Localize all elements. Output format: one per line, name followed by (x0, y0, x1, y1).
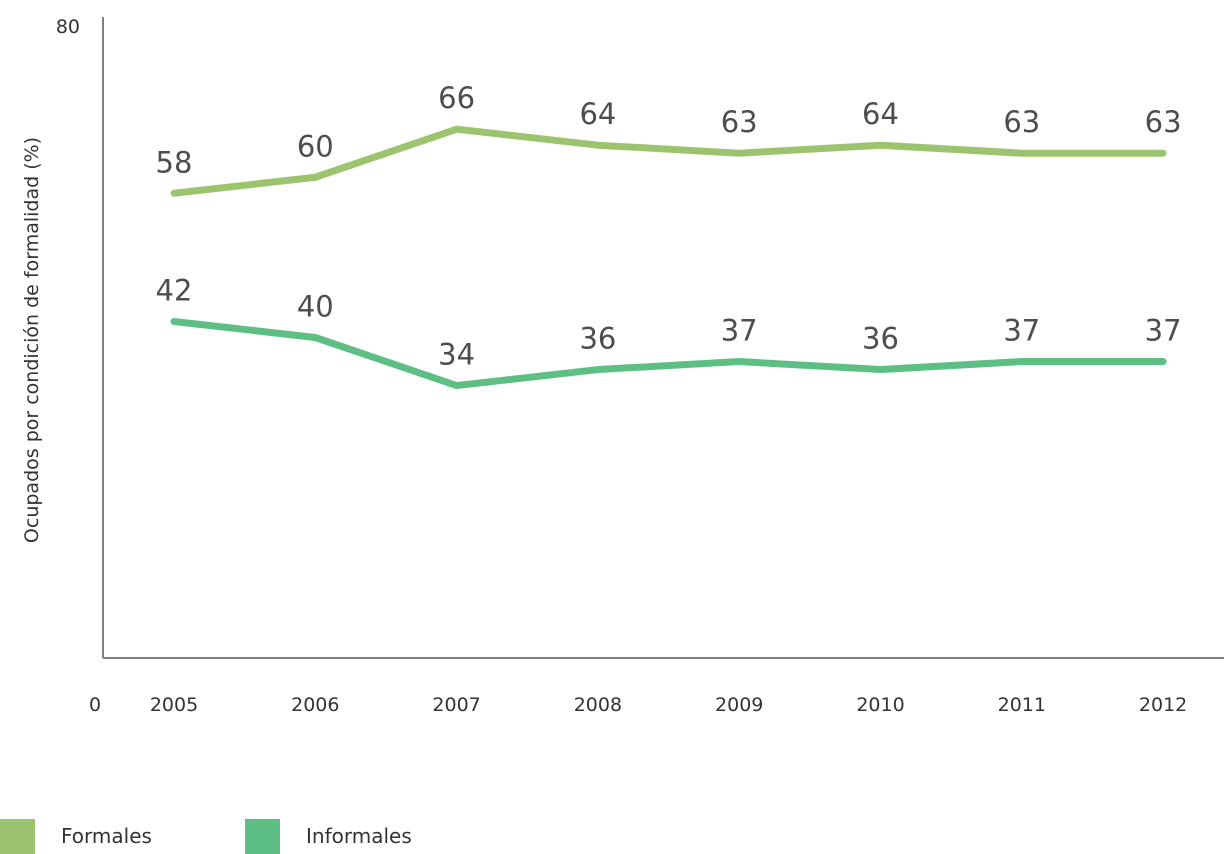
tick-labels: 2005 2006 2007 2008 2009 2010 2011 2012 80 0 (56, 16, 1187, 716)
data-label: 37 (1003, 314, 1040, 348)
legend-swatch-formales (0, 818, 35, 854)
legend-item-informales: Informales (245, 818, 412, 854)
series-lines (170, 125, 1167, 390)
y-axis-title: Ocupados por condición de formalidad (%) (21, 137, 43, 543)
x-tick-label: 2012 (1139, 694, 1187, 716)
data-labels: 58 60 66 64 63 64 63 63 42 40 34 36 37 36 37 37 (156, 81, 1182, 371)
data-label: 60 (297, 129, 334, 163)
x-tick-label: 2011 (998, 694, 1046, 716)
data-label: 42 (156, 273, 193, 307)
data-label: 40 (297, 290, 334, 324)
x-tick-label: 2007 (432, 694, 480, 716)
x-tick-label: 2006 (291, 694, 339, 716)
series-line-informales (170, 317, 1167, 390)
data-label: 34 (438, 338, 475, 372)
chart-axes (102, 17, 1224, 659)
data-label: 37 (721, 314, 758, 348)
data-label: 36 (862, 322, 899, 356)
x-tick-label: 2008 (574, 694, 622, 716)
legend-item-formales: Formales (0, 818, 245, 854)
data-label: 63 (1003, 105, 1040, 139)
x-tick-label: 2010 (856, 694, 904, 716)
data-label: 58 (156, 145, 193, 179)
data-label: 36 (579, 322, 616, 356)
y-tick-label: 80 (56, 16, 80, 38)
y-tick-label: 0 (89, 694, 101, 716)
data-label: 37 (1145, 314, 1182, 348)
data-label: 66 (438, 81, 475, 115)
legend-label-formales: Formales (61, 824, 152, 848)
legend-label-informales: Informales (306, 824, 412, 848)
legend: Formales Informales (0, 816, 412, 854)
data-label: 64 (862, 97, 899, 131)
x-tick-label: 2009 (715, 694, 763, 716)
data-label: 63 (1145, 105, 1182, 139)
x-tick-label: 2005 (150, 694, 198, 716)
series-line-formales (170, 125, 1167, 197)
legend-swatch-informales (245, 818, 280, 854)
data-label: 64 (579, 97, 616, 131)
data-label: 63 (721, 105, 758, 139)
